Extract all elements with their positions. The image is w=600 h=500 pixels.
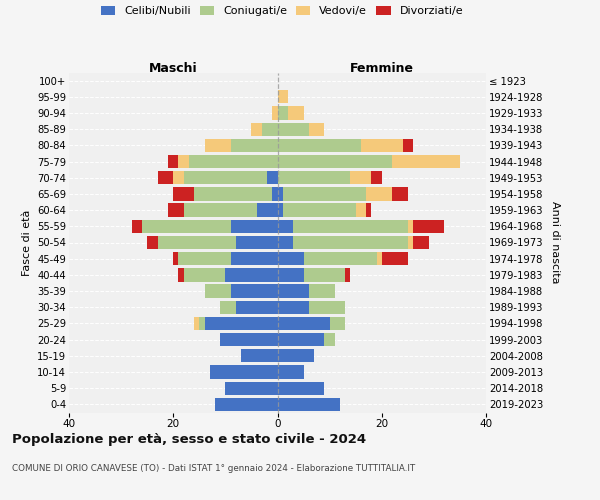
Bar [377, 252, 382, 266]
Bar [262, 122, 277, 136]
Bar [220, 333, 277, 346]
Text: COMUNE DI ORIO CANAVESE (TO) - Dati ISTAT 1° gennaio 2024 - Elaborazione TUTTITA: COMUNE DI ORIO CANAVESE (TO) - Dati ISTA… [12, 464, 415, 473]
Bar [329, 317, 345, 330]
Bar [288, 106, 304, 120]
Bar [413, 236, 428, 249]
Bar [236, 300, 277, 314]
Bar [277, 382, 325, 395]
Bar [392, 188, 408, 200]
Bar [173, 171, 184, 184]
Bar [277, 252, 304, 266]
Bar [173, 188, 194, 200]
Bar [413, 220, 444, 233]
Bar [277, 333, 325, 346]
Y-axis label: Anni di nascita: Anni di nascita [550, 201, 560, 283]
Bar [194, 188, 272, 200]
Bar [361, 138, 403, 152]
Bar [272, 188, 277, 200]
Bar [230, 252, 277, 266]
Bar [189, 155, 277, 168]
Bar [277, 155, 392, 168]
Bar [158, 171, 173, 184]
Bar [178, 252, 230, 266]
Bar [230, 220, 277, 233]
Bar [272, 106, 277, 120]
Bar [267, 171, 277, 184]
Bar [277, 188, 283, 200]
Bar [220, 300, 236, 314]
Bar [147, 236, 158, 249]
Bar [178, 155, 189, 168]
Bar [226, 382, 277, 395]
Bar [142, 220, 230, 233]
Bar [309, 284, 335, 298]
Bar [345, 268, 350, 281]
Bar [184, 171, 267, 184]
Bar [257, 204, 277, 217]
Bar [325, 333, 335, 346]
Bar [215, 398, 277, 411]
Bar [350, 171, 371, 184]
Bar [230, 284, 277, 298]
Text: Popolazione per età, sesso e stato civile - 2024: Popolazione per età, sesso e stato civil… [12, 432, 366, 446]
Bar [304, 252, 377, 266]
Text: Maschi: Maschi [149, 62, 197, 75]
Bar [309, 122, 325, 136]
Bar [277, 268, 304, 281]
Text: Femmine: Femmine [350, 62, 414, 75]
Bar [304, 268, 345, 281]
Bar [226, 268, 277, 281]
Bar [277, 349, 314, 362]
Bar [283, 188, 366, 200]
Bar [194, 317, 199, 330]
Bar [277, 138, 361, 152]
Bar [366, 188, 392, 200]
Bar [251, 122, 262, 136]
Y-axis label: Fasce di età: Fasce di età [22, 210, 32, 276]
Bar [178, 268, 184, 281]
Bar [158, 236, 236, 249]
Bar [168, 155, 178, 168]
Bar [283, 204, 356, 217]
Bar [408, 236, 413, 249]
Bar [205, 317, 277, 330]
Bar [236, 236, 277, 249]
Bar [199, 317, 205, 330]
Bar [356, 204, 366, 217]
Bar [408, 220, 413, 233]
Bar [277, 171, 350, 184]
Bar [392, 155, 460, 168]
Bar [277, 300, 309, 314]
Bar [277, 122, 309, 136]
Bar [309, 300, 345, 314]
Bar [184, 204, 257, 217]
Bar [277, 398, 340, 411]
Bar [277, 366, 304, 378]
Bar [131, 220, 142, 233]
Bar [205, 284, 230, 298]
Bar [277, 220, 293, 233]
Bar [382, 252, 408, 266]
Bar [371, 171, 382, 184]
Bar [210, 366, 277, 378]
Bar [173, 252, 178, 266]
Bar [241, 349, 277, 362]
Bar [184, 268, 226, 281]
Bar [277, 236, 293, 249]
Bar [277, 284, 309, 298]
Bar [293, 236, 408, 249]
Bar [366, 204, 371, 217]
Bar [277, 204, 283, 217]
Bar [403, 138, 413, 152]
Bar [230, 138, 277, 152]
Bar [277, 317, 329, 330]
Legend: Celibi/Nubili, Coniugati/e, Vedovi/e, Divorziati/e: Celibi/Nubili, Coniugati/e, Vedovi/e, Di… [101, 6, 463, 16]
Bar [277, 90, 288, 104]
Bar [293, 220, 408, 233]
Bar [168, 204, 184, 217]
Bar [277, 106, 288, 120]
Bar [205, 138, 230, 152]
